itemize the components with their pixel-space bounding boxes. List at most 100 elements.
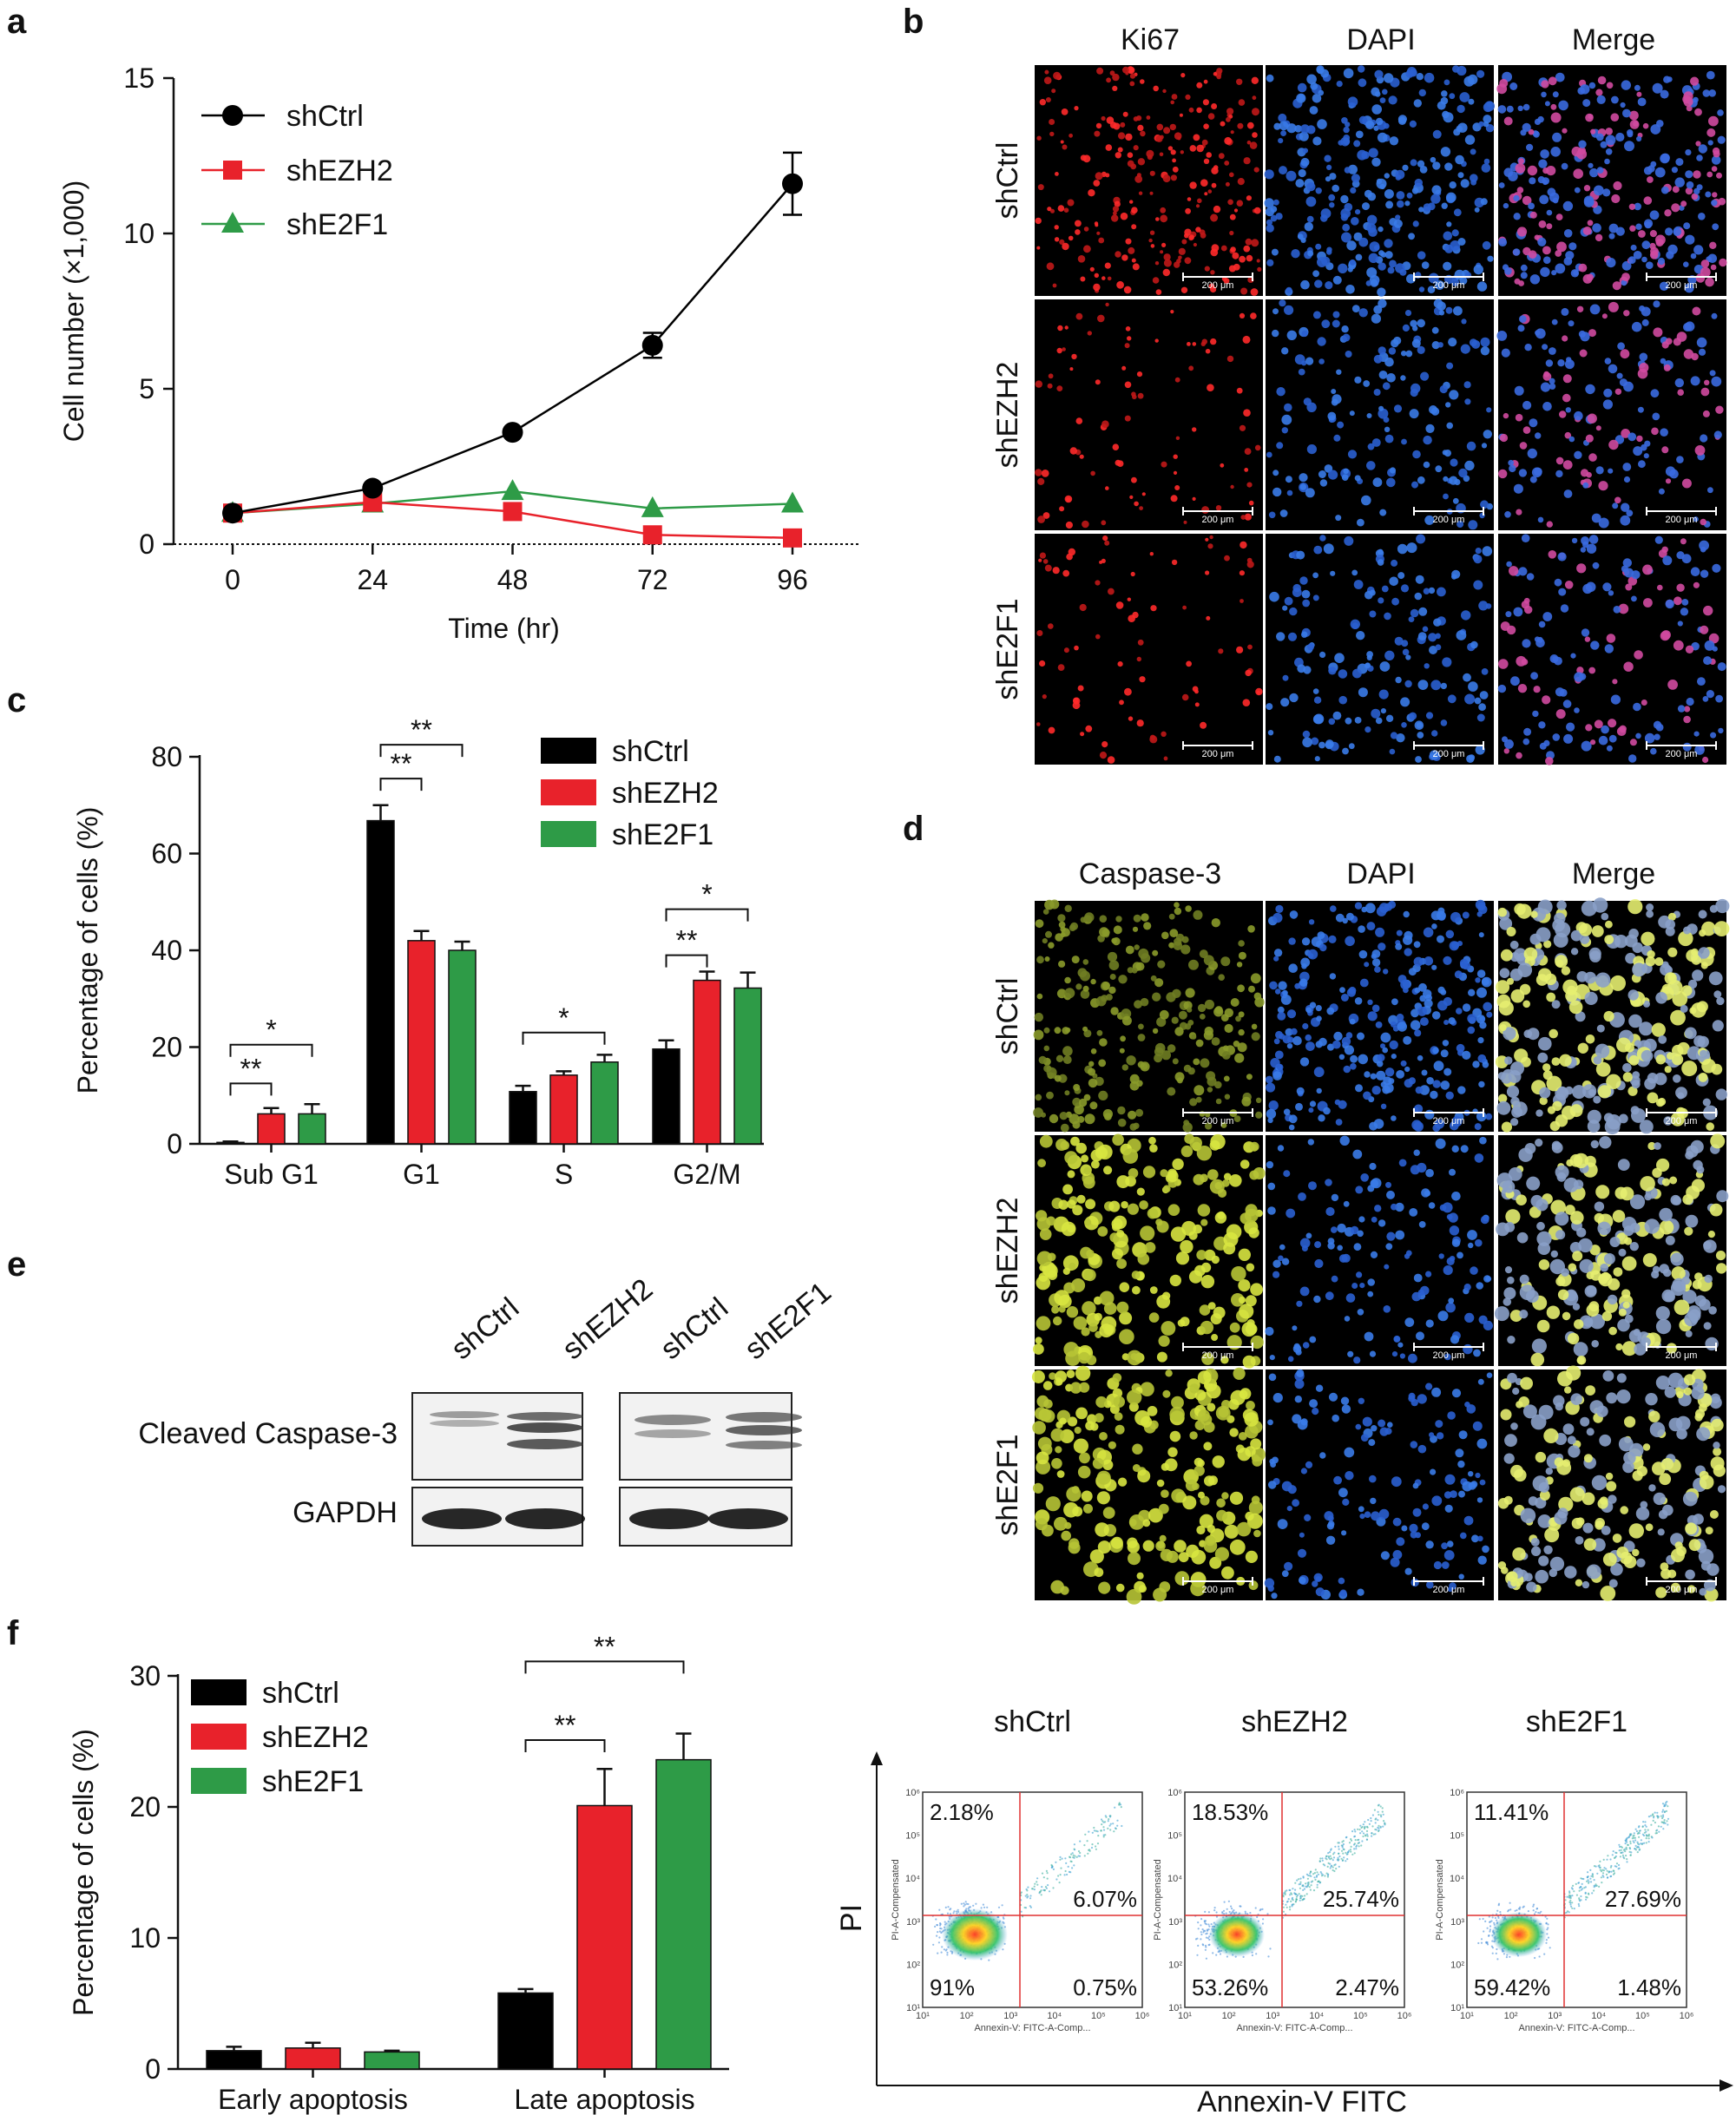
cell (1305, 1034, 1312, 1041)
cell (1621, 260, 1632, 271)
legend-marker (221, 212, 244, 233)
cell (1079, 1452, 1090, 1464)
data-point-shCtrl (362, 477, 384, 499)
microscopy-image: 200 μm (1031, 1365, 1266, 1605)
cell (1355, 253, 1363, 261)
cell (1142, 1519, 1151, 1527)
cell (1649, 210, 1660, 220)
cell (1616, 372, 1623, 379)
cell (1185, 905, 1192, 912)
cell (1413, 1149, 1420, 1156)
cell (1457, 1251, 1463, 1259)
cell (1105, 173, 1110, 178)
microscopy-image: 200 μm (1266, 534, 1494, 765)
cell (1364, 662, 1371, 668)
cell (1226, 355, 1234, 363)
cell (1526, 1176, 1541, 1191)
cell (1414, 592, 1423, 601)
bar-shE2F1 (448, 949, 477, 1145)
cell (1236, 78, 1243, 86)
cell (1171, 1488, 1186, 1503)
cell (1474, 1123, 1482, 1131)
cell (1059, 1112, 1069, 1120)
cell (1124, 381, 1132, 389)
cell (1108, 1441, 1116, 1449)
cell (1596, 1024, 1605, 1033)
cell (1647, 949, 1655, 959)
cell (1503, 748, 1510, 754)
cell (1337, 1245, 1343, 1251)
cell (1384, 1083, 1394, 1094)
event-dot (939, 1922, 942, 1925)
cell (1286, 123, 1297, 134)
cell (1700, 434, 1708, 443)
cell (1641, 1049, 1654, 1062)
cell (1662, 555, 1673, 566)
event-dot (1334, 1863, 1337, 1866)
cell (1449, 181, 1457, 189)
cell (1140, 79, 1145, 84)
cell (1180, 1145, 1194, 1158)
lane-label: shCtrl (445, 1291, 525, 1366)
cell (1150, 244, 1155, 248)
cell (1588, 82, 1596, 89)
cell (1358, 78, 1367, 88)
cell (1624, 141, 1634, 152)
cell (1576, 1227, 1587, 1238)
cell (1200, 1275, 1215, 1289)
cell (1500, 949, 1513, 962)
cell (1468, 754, 1476, 761)
cell (1400, 697, 1410, 707)
cell (1086, 1355, 1097, 1365)
cell (1188, 107, 1194, 113)
cell (1208, 1475, 1218, 1486)
cell (1351, 217, 1359, 226)
cell (1129, 495, 1134, 500)
cell (1527, 448, 1538, 459)
cell (1266, 224, 1274, 233)
cell (1189, 1431, 1198, 1440)
cell (1547, 1106, 1555, 1114)
cell (1156, 1294, 1171, 1309)
cell (1608, 590, 1614, 596)
cell (1075, 220, 1082, 227)
cell (1570, 1393, 1582, 1405)
cell (1431, 730, 1438, 737)
cell (1639, 352, 1648, 362)
cell (1273, 199, 1279, 206)
cell (1308, 1107, 1314, 1113)
cell (1248, 500, 1254, 506)
cell (1213, 71, 1218, 76)
cell (1522, 639, 1531, 648)
cell (1062, 242, 1069, 251)
cell (1318, 470, 1326, 478)
cell (1499, 1024, 1507, 1032)
band-label: Cleaved Caspase-3 (138, 1417, 398, 1450)
cell (1430, 194, 1441, 204)
cell (1309, 1002, 1317, 1008)
cell (1203, 123, 1209, 129)
cell (1687, 979, 1698, 989)
y-tick-label: 10 (129, 1922, 161, 1954)
cell (1589, 304, 1601, 315)
cell (1066, 1487, 1082, 1502)
cell (1042, 909, 1049, 915)
cell (1238, 1432, 1247, 1441)
cell (1269, 981, 1278, 990)
cell (1693, 581, 1700, 588)
cell (1272, 308, 1279, 315)
cell (1051, 1458, 1062, 1469)
cell (1568, 1445, 1581, 1458)
event-dot (960, 1902, 963, 1905)
cell (1357, 1032, 1364, 1041)
cell (1345, 285, 1355, 294)
event-dot (1207, 1911, 1210, 1914)
cell (1351, 569, 1358, 576)
cell (1390, 732, 1398, 739)
cell (1210, 338, 1217, 345)
cell (1455, 1448, 1464, 1458)
cell (1708, 1306, 1717, 1315)
cell (1265, 1326, 1274, 1337)
event-dot (1095, 1829, 1097, 1832)
cell (1069, 1382, 1082, 1394)
